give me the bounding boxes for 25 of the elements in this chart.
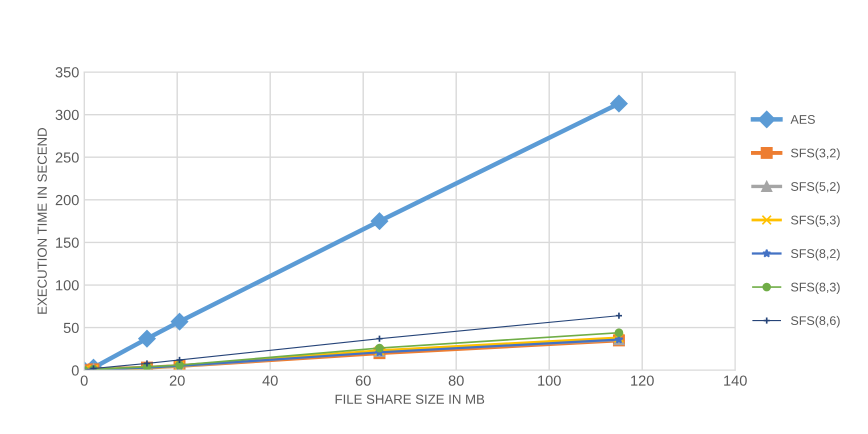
x-tick-label: 120: [631, 375, 654, 386]
x-tick-label: 140: [724, 375, 747, 386]
y-tick-label: 100: [56, 280, 79, 290]
legend-label: SFS(8,2): [791, 248, 840, 260]
y-tick-label: 150: [56, 238, 79, 248]
x-tick-label: 40: [262, 375, 278, 386]
x-tick-label: 60: [356, 375, 371, 386]
x-tick-label: 100: [538, 375, 561, 386]
y-tick-label: 350: [56, 67, 79, 78]
legend-label: SFS(5,3): [791, 215, 840, 227]
x-tick-label: 80: [448, 375, 464, 386]
legend-label: SFS(5,2): [791, 182, 840, 194]
y-tick-label: 200: [56, 194, 79, 206]
y-tick-label: 250: [56, 152, 79, 163]
y-axis-title: EXECUTION TIME IN SECEND: [38, 128, 47, 314]
legend-label: SFS(3,2): [791, 148, 840, 160]
x-axis-title: FILE SHARE SIZE IN MB: [336, 394, 484, 404]
y-tick-label: 0: [72, 365, 79, 376]
x-tick-label: 20: [170, 375, 185, 386]
y-tick-label: 50: [64, 322, 79, 334]
legend-label: AES: [790, 115, 815, 124]
x-tick-label: 0: [80, 375, 88, 386]
legend-label: SFS(8,6): [791, 316, 840, 328]
legend-label: SFS(8,3): [791, 282, 840, 294]
y-tick-label: 300: [56, 110, 79, 120]
